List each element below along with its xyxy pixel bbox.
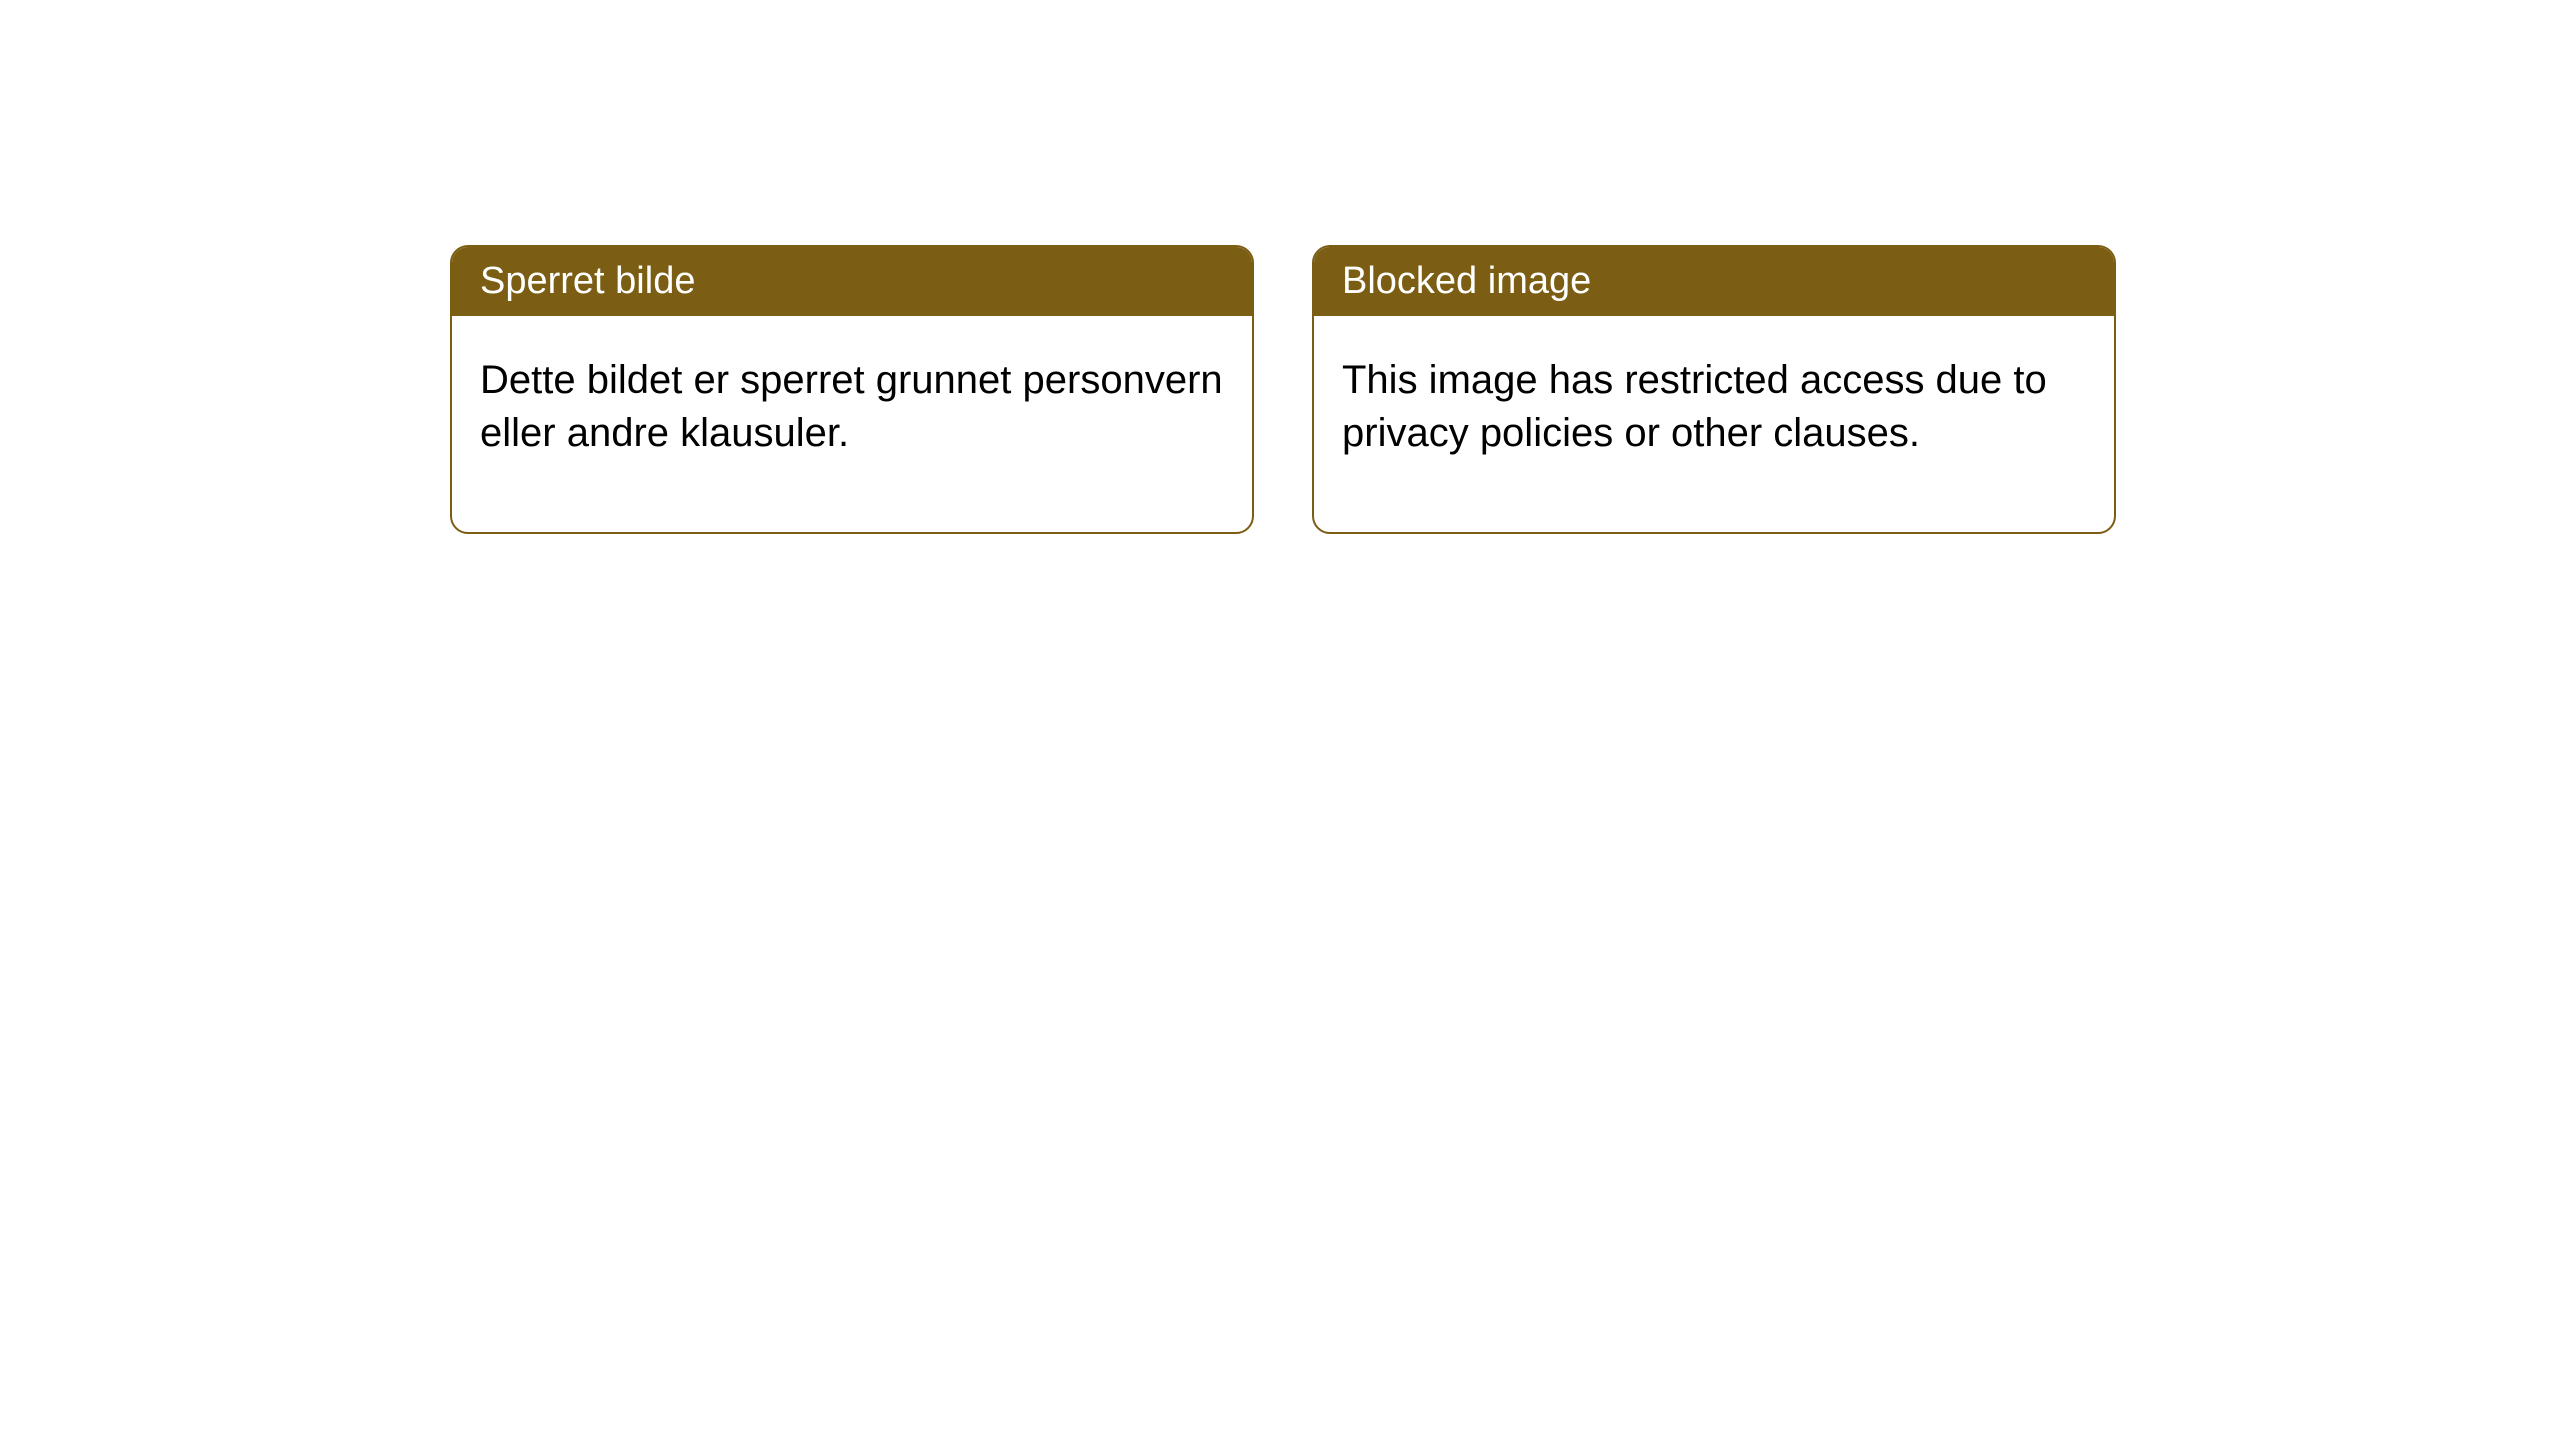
notice-title-en: Blocked image <box>1314 247 2114 316</box>
notice-title-no: Sperret bilde <box>452 247 1252 316</box>
notice-panel-no: Sperret bilde Dette bildet er sperret gr… <box>450 245 1254 534</box>
blocked-image-notices: Sperret bilde Dette bildet er sperret gr… <box>450 245 2560 534</box>
notice-body-en: This image has restricted access due to … <box>1314 316 2114 532</box>
notice-panel-en: Blocked image This image has restricted … <box>1312 245 2116 534</box>
notice-body-no: Dette bildet er sperret grunnet personve… <box>452 316 1252 532</box>
